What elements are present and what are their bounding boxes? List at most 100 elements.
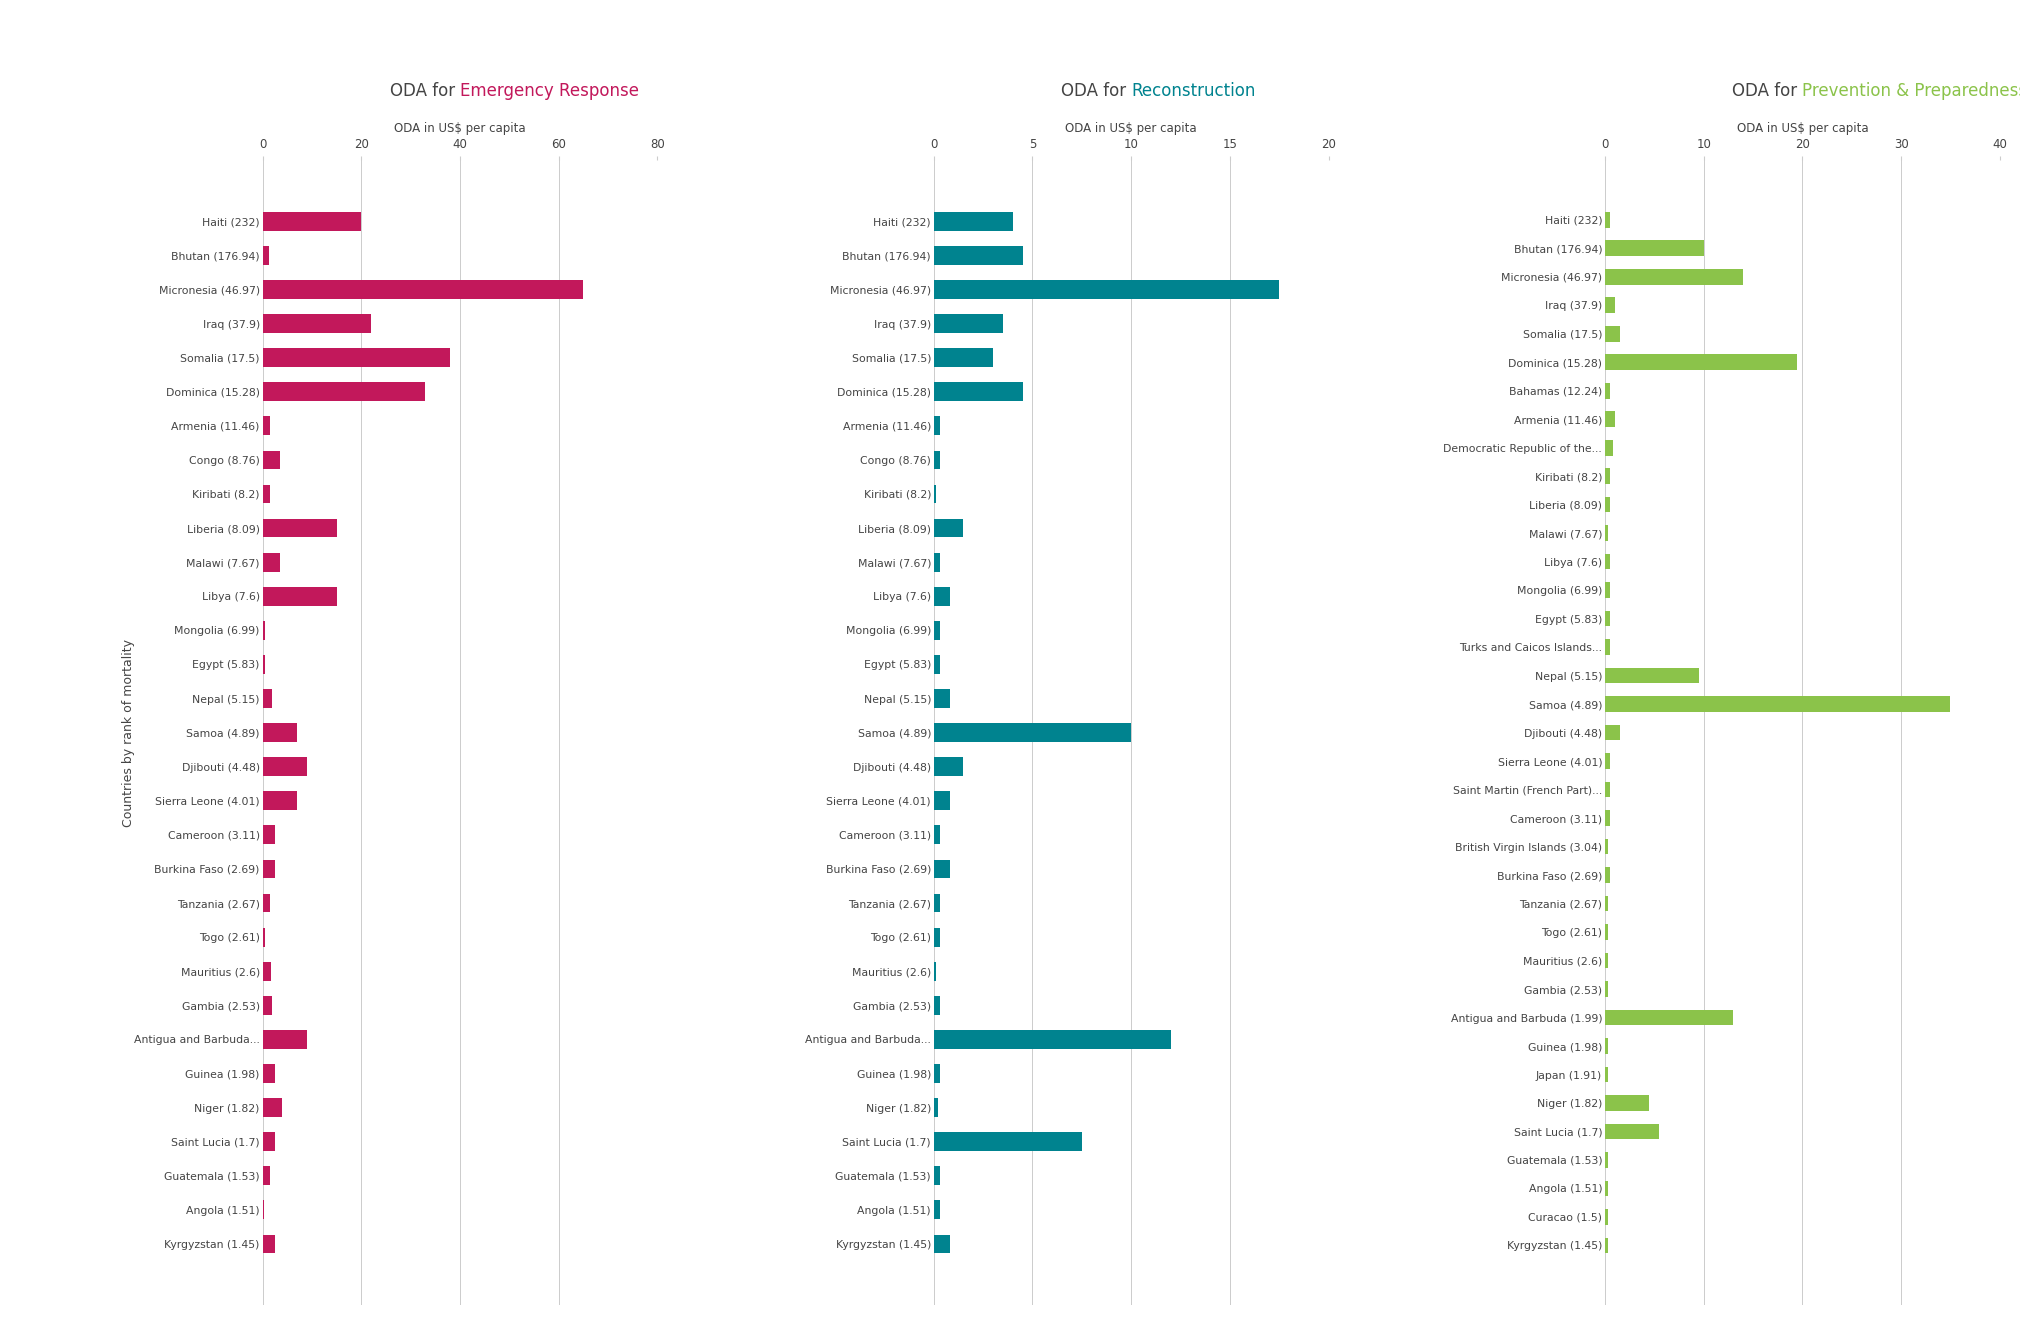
Bar	[263, 1030, 307, 1048]
Text: ODA for: ODA for	[1060, 81, 1131, 100]
X-axis label: ODA in US$ per capita: ODA in US$ per capita	[394, 123, 525, 136]
Bar	[1606, 297, 1614, 313]
Bar	[1606, 839, 1608, 854]
Bar	[933, 246, 1022, 265]
Bar	[1606, 611, 1610, 626]
Bar	[933, 417, 939, 436]
Bar	[1606, 440, 1612, 456]
Bar	[1606, 382, 1610, 398]
Bar	[263, 621, 265, 639]
Bar	[933, 1235, 949, 1253]
Bar	[933, 212, 1012, 230]
Bar	[933, 894, 939, 912]
Text: Emergency Response: Emergency Response	[461, 81, 638, 100]
Bar	[263, 894, 271, 912]
Bar	[1606, 354, 1798, 370]
Bar	[1606, 1038, 1608, 1054]
Bar	[263, 280, 584, 298]
Bar	[263, 587, 337, 606]
Bar	[263, 1098, 283, 1118]
Bar	[263, 928, 265, 947]
Bar	[263, 382, 426, 401]
Text: Reconstruction: Reconstruction	[1131, 81, 1256, 100]
X-axis label: ODA in US$ per capita: ODA in US$ per capita	[1065, 123, 1198, 136]
Bar	[933, 1132, 1083, 1151]
Bar	[263, 758, 307, 777]
Bar	[1606, 240, 1703, 256]
X-axis label: ODA in US$ per capita: ODA in US$ per capita	[1737, 123, 1869, 136]
Bar	[933, 1030, 1172, 1048]
Bar	[263, 1167, 271, 1185]
Bar	[263, 485, 271, 503]
Bar	[1606, 469, 1610, 484]
Bar	[263, 826, 275, 844]
Bar	[263, 996, 273, 1015]
Bar	[263, 518, 337, 537]
Text: ODA for: ODA for	[1731, 81, 1802, 100]
Bar	[1606, 810, 1610, 826]
Bar	[1606, 269, 1743, 285]
Bar	[1606, 782, 1610, 798]
Bar	[1606, 725, 1620, 741]
Bar	[263, 1132, 275, 1151]
Bar	[1606, 1180, 1608, 1196]
Bar	[1606, 667, 1699, 683]
Y-axis label: Countries by rank of mortality: Countries by rank of mortality	[121, 638, 135, 827]
Bar	[1606, 1152, 1608, 1168]
Bar	[933, 553, 939, 571]
Bar	[933, 1167, 939, 1185]
Bar	[1606, 639, 1610, 655]
Bar	[1606, 1237, 1608, 1253]
Bar	[933, 621, 939, 639]
Bar	[933, 1200, 939, 1219]
Bar	[1606, 895, 1608, 911]
Bar	[1606, 525, 1608, 541]
Bar	[263, 553, 281, 571]
Bar	[933, 996, 939, 1015]
Bar	[933, 587, 949, 606]
Bar	[263, 689, 273, 707]
Bar	[1606, 1209, 1608, 1225]
Bar	[933, 280, 1279, 298]
Bar	[933, 450, 939, 469]
Bar	[263, 314, 372, 333]
Bar	[933, 928, 939, 947]
Bar	[1606, 924, 1608, 940]
Bar	[1606, 582, 1610, 598]
Bar	[933, 1064, 939, 1083]
Bar	[1606, 1095, 1650, 1111]
Bar	[933, 518, 964, 537]
Bar	[933, 1098, 937, 1118]
Bar	[1606, 1067, 1608, 1083]
Bar	[263, 791, 297, 810]
Text: Prevention & Preparedness: Prevention & Preparedness	[1802, 81, 2020, 100]
Bar	[263, 1235, 275, 1253]
Bar	[263, 962, 271, 980]
Bar	[933, 348, 994, 368]
Bar	[1606, 212, 1610, 228]
Bar	[933, 382, 1022, 401]
Bar	[1606, 497, 1610, 513]
Bar	[263, 450, 281, 469]
Bar	[263, 1064, 275, 1083]
Bar	[933, 723, 1131, 742]
Bar	[263, 246, 269, 265]
Bar	[933, 689, 949, 707]
Bar	[263, 417, 271, 436]
Bar	[1606, 326, 1620, 341]
Bar	[933, 859, 949, 878]
Bar	[1606, 867, 1610, 883]
Bar	[263, 212, 362, 230]
Bar	[1606, 982, 1608, 996]
Text: ODA for: ODA for	[390, 81, 461, 100]
Bar	[1606, 554, 1610, 570]
Bar	[933, 758, 964, 777]
Bar	[263, 859, 275, 878]
Bar	[263, 348, 450, 368]
Bar	[263, 655, 265, 674]
Bar	[1606, 952, 1608, 968]
Bar	[1606, 754, 1610, 769]
Bar	[933, 791, 949, 810]
Bar	[933, 314, 1002, 333]
Bar	[933, 655, 939, 674]
